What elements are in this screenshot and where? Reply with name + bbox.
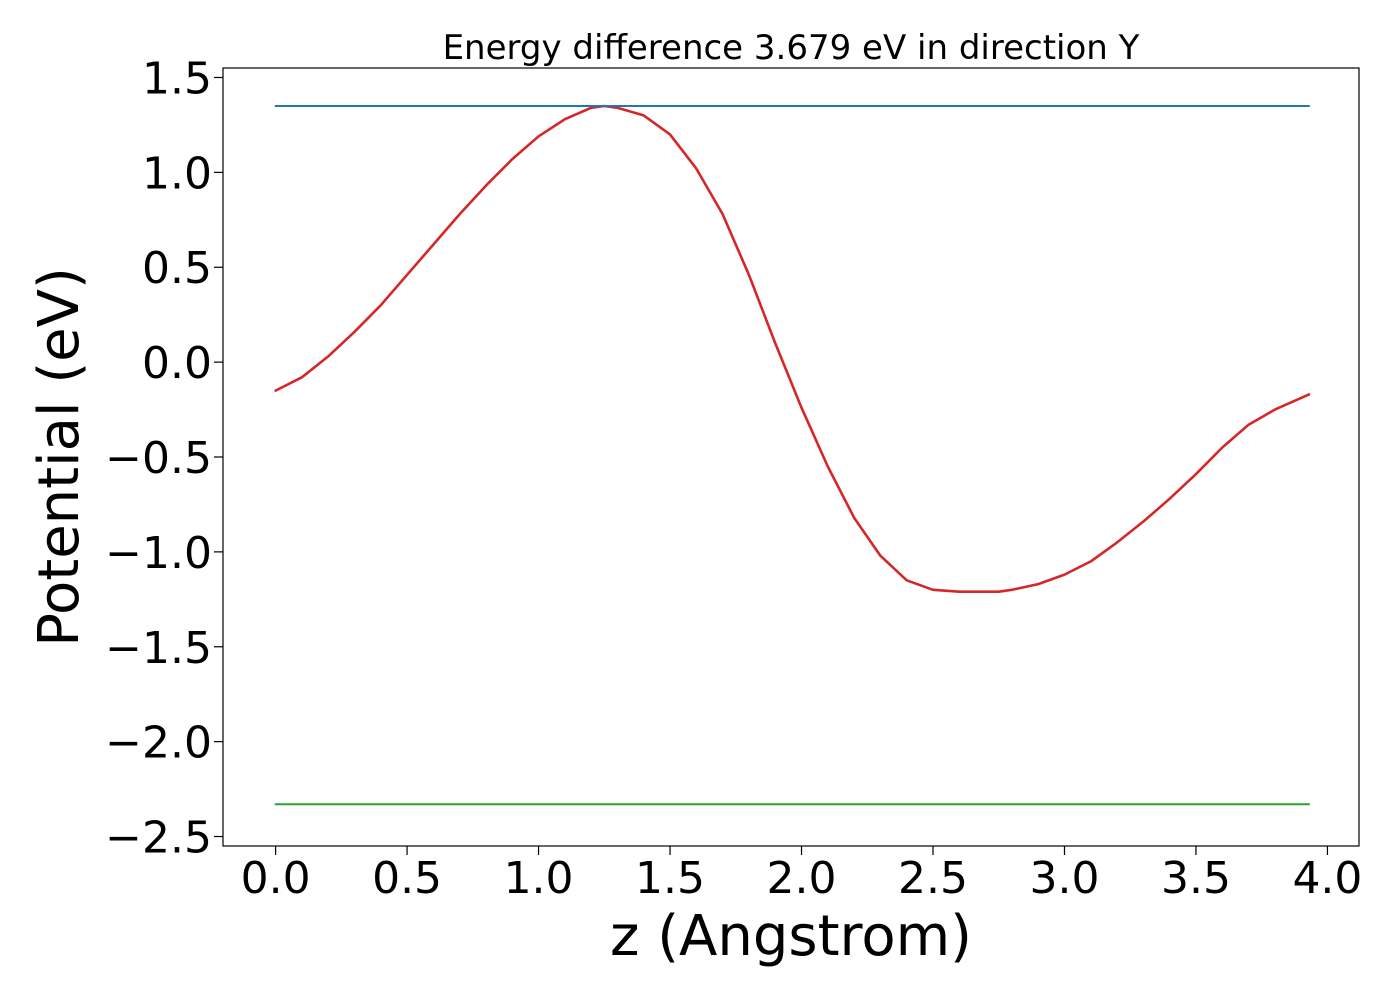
y-tick-label: 1.0 bbox=[142, 148, 212, 199]
series-line-potential bbox=[274, 104, 1311, 594]
y-tick-label: −1.5 bbox=[105, 623, 212, 674]
y-axis-ticks: 1.5 1.0 0.5 0.0 −0.5 −1.0 −1.5 −2.0 −2.5 bbox=[105, 53, 223, 864]
x-tick-label: 1.5 bbox=[635, 853, 705, 904]
y-tick-label: −2.5 bbox=[105, 813, 212, 864]
series-layer bbox=[274, 104, 1311, 806]
plot-frame bbox=[222, 67, 1360, 847]
x-tick-label: 0.0 bbox=[241, 853, 311, 904]
y-tick-label: −2.0 bbox=[105, 718, 212, 769]
y-tick-label: −1.0 bbox=[105, 528, 212, 579]
y-tick-label: 0.5 bbox=[142, 243, 212, 294]
y-tick-label: 0.0 bbox=[142, 338, 212, 389]
x-axis-ticks: 0.0 0.5 1.0 1.5 2.0 2.5 3.0 3.5 4.0 bbox=[241, 846, 1362, 904]
x-tick-label: 1.0 bbox=[504, 853, 574, 904]
x-axis-title: z (Angstrom) bbox=[610, 904, 972, 969]
y-tick-label: 1.5 bbox=[142, 53, 212, 104]
chart-title: Energy difference 3.679 eV in direction … bbox=[443, 28, 1140, 68]
x-tick-label: 2.0 bbox=[767, 853, 837, 904]
x-tick-label: 3.0 bbox=[1029, 853, 1099, 904]
x-tick-label: 3.5 bbox=[1161, 853, 1231, 904]
y-axis-title: Potential (eV) bbox=[27, 267, 92, 647]
x-tick-label: 4.0 bbox=[1292, 853, 1362, 904]
x-tick-label: 0.5 bbox=[372, 853, 442, 904]
y-tick-label: −0.5 bbox=[105, 433, 212, 484]
x-tick-label: 2.5 bbox=[898, 853, 968, 904]
